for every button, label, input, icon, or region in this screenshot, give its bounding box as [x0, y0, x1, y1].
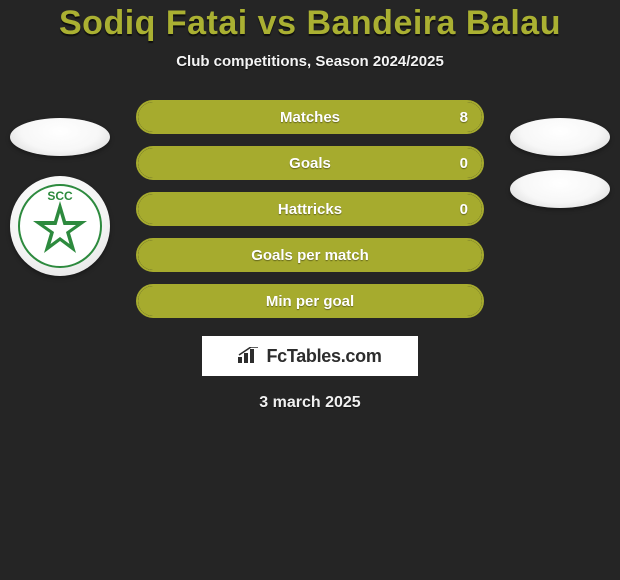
attribution-link[interactable]: FcTables.com: [202, 336, 418, 376]
stat-fill-right: [138, 102, 482, 132]
attribution-text: FcTables.com: [266, 346, 381, 367]
bar-chart-icon: [238, 347, 260, 365]
club-logo: SCC: [10, 176, 110, 276]
player-left-column: SCC: [10, 118, 110, 276]
stat-row: Goals per match: [136, 238, 484, 272]
stat-row: Min per goal: [136, 284, 484, 318]
club-crest-icon: SCC: [17, 183, 103, 269]
footer-date: 3 march 2025: [0, 394, 620, 412]
stats-list: Matches8 Goals0 Hattricks0 Goals per match M…: [136, 100, 484, 318]
placeholder-ellipse: [510, 170, 610, 208]
stat-row: Goals0: [136, 146, 484, 180]
comparison-card: Sodiq Fatai vs Bandeira Balau Club compe…: [0, 0, 620, 440]
comparison-subtitle: Club competitions, Season 2024/2025: [0, 53, 620, 70]
stat-fill-right: [138, 240, 482, 270]
placeholder-ellipse: [510, 118, 610, 156]
stat-row: Hattricks0: [136, 192, 484, 226]
page-title: Sodiq Fatai vs Bandeira Balau: [0, 4, 620, 43]
placeholder-ellipse: [10, 118, 110, 156]
svg-text:SCC: SCC: [47, 189, 73, 203]
stat-fill-right: [138, 194, 482, 224]
stat-fill-right: [138, 286, 482, 316]
stat-row: Matches8: [136, 100, 484, 134]
stat-fill-right: [138, 148, 482, 178]
player-right-column: [510, 118, 610, 208]
